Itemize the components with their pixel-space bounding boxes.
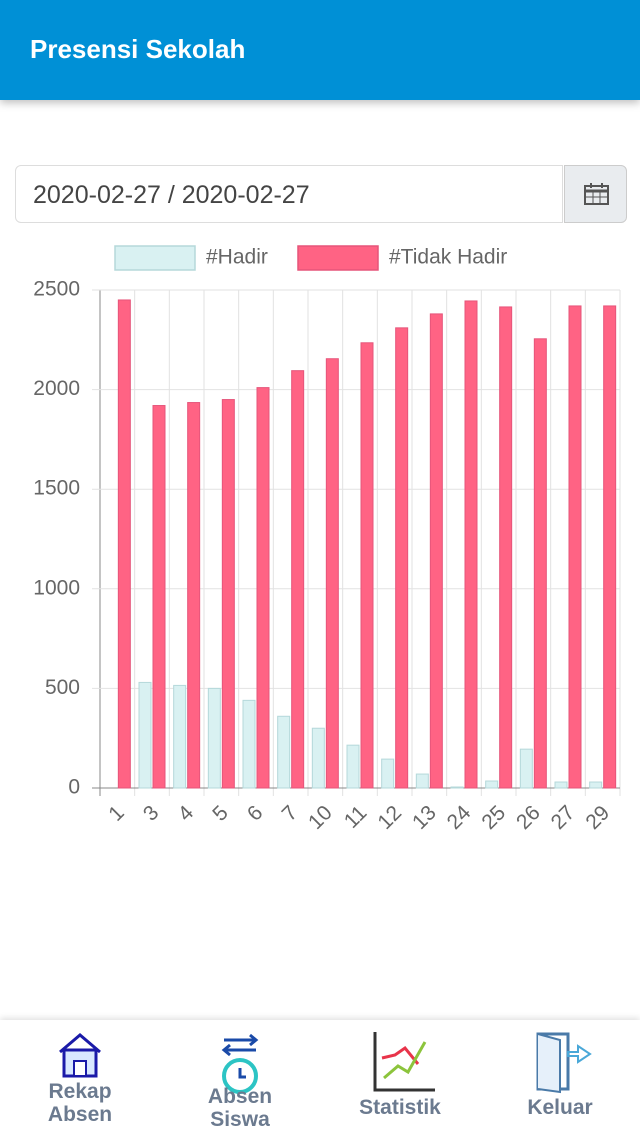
bar bbox=[415, 773, 429, 789]
bar bbox=[533, 338, 547, 789]
x-tick-label: 5 bbox=[208, 801, 233, 826]
bar bbox=[173, 684, 187, 789]
legend-label: #Tidak Hadir bbox=[389, 246, 507, 269]
x-tick-label: 6 bbox=[243, 801, 268, 826]
bar bbox=[325, 358, 339, 789]
y-tick-label: 2000 bbox=[33, 377, 80, 400]
x-tick-label: 13 bbox=[408, 801, 441, 834]
x-tick-label: 3 bbox=[139, 801, 164, 826]
bar bbox=[395, 327, 409, 789]
nav-label: Statistik bbox=[359, 1096, 441, 1119]
y-tick-label: 1500 bbox=[33, 477, 80, 500]
nav-item[interactable]: Absen Siswa bbox=[160, 1020, 320, 1136]
x-tick-label: 1 bbox=[104, 801, 129, 826]
legend-swatch bbox=[114, 245, 196, 271]
bar bbox=[554, 781, 568, 789]
bar bbox=[207, 687, 221, 789]
bar bbox=[429, 313, 443, 789]
x-tick-label: 12 bbox=[373, 801, 406, 834]
nav-item[interactable]: Rekap Absen bbox=[0, 1020, 160, 1136]
bar bbox=[221, 399, 235, 789]
bar bbox=[152, 405, 166, 789]
x-tick-label: 4 bbox=[174, 801, 199, 826]
calendar-icon bbox=[584, 183, 609, 205]
x-tick-label: 10 bbox=[304, 801, 337, 834]
bar bbox=[464, 300, 478, 789]
y-tick-label: 2500 bbox=[33, 278, 80, 301]
bar bbox=[589, 781, 603, 789]
bar bbox=[138, 681, 152, 789]
nav-item[interactable]: Statistik bbox=[320, 1020, 480, 1136]
y-tick-label: 0 bbox=[68, 776, 80, 799]
app-title: Presensi Sekolah bbox=[30, 34, 246, 64]
legend-swatch bbox=[297, 245, 379, 271]
y-tick-label: 500 bbox=[45, 676, 80, 699]
bar bbox=[291, 370, 305, 789]
app-bar: Presensi Sekolah bbox=[0, 0, 640, 100]
bar bbox=[603, 305, 617, 789]
bar bbox=[450, 786, 464, 789]
bar bbox=[311, 727, 325, 789]
y-tick-label: 1000 bbox=[33, 576, 80, 599]
nav-label: Rekap Absen bbox=[47, 1080, 113, 1126]
bar bbox=[360, 342, 374, 789]
nav-label: Absen Siswa bbox=[207, 1085, 273, 1131]
nav-label: Keluar bbox=[527, 1096, 593, 1119]
x-tick-label: 7 bbox=[278, 801, 303, 826]
bar bbox=[277, 715, 291, 789]
chart: #Hadir #Tidak Hadir 0 500 1000 1500 2000 2500 1 3… bbox=[33, 245, 621, 834]
bar bbox=[256, 387, 270, 789]
bar bbox=[117, 299, 131, 789]
x-tick-label: 25 bbox=[477, 801, 510, 834]
bar bbox=[485, 780, 499, 789]
bar bbox=[499, 306, 513, 789]
bar bbox=[568, 305, 582, 789]
date-range-input[interactable]: 2020-02-27 / 2020-02-27 bbox=[15, 165, 563, 223]
x-tick-label: 27 bbox=[547, 801, 580, 834]
x-tick-label: 26 bbox=[512, 801, 545, 834]
calendar-button[interactable] bbox=[564, 165, 627, 223]
bar bbox=[187, 402, 201, 789]
x-tick-label: 24 bbox=[443, 801, 476, 834]
exit-icon bbox=[536, 1032, 592, 1094]
bar bbox=[346, 744, 360, 789]
x-tick-label: 11 bbox=[340, 801, 372, 833]
statistik-icon bbox=[373, 1032, 435, 1092]
bar bbox=[381, 758, 395, 789]
bar bbox=[519, 748, 533, 789]
bar bbox=[242, 699, 256, 789]
absen-icon bbox=[221, 1033, 259, 1094]
legend-label: #Hadir bbox=[206, 246, 268, 269]
bottom-nav: Rekap Absen Absen Siswa Statistik Keluar bbox=[0, 1020, 640, 1136]
home-icon bbox=[59, 1033, 101, 1078]
x-tick-label: 29 bbox=[581, 801, 614, 834]
nav-item[interactable]: Keluar bbox=[480, 1020, 640, 1136]
